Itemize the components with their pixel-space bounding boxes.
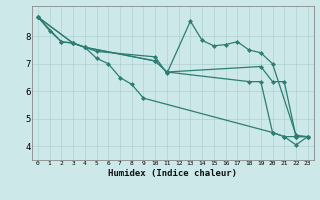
- X-axis label: Humidex (Indice chaleur): Humidex (Indice chaleur): [108, 169, 237, 178]
